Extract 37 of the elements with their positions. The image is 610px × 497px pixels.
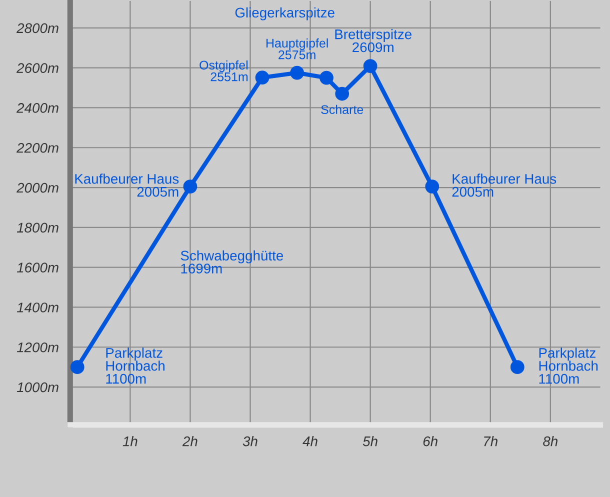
x-tick-label: 3h: [242, 436, 258, 446]
annotation: Kaufbeurer Haus 2005m: [75, 174, 179, 197]
annotation: Bretterspitze 2609m: [335, 29, 412, 52]
annotation: Ostgipfel 2551m: [200, 60, 248, 82]
x-tick-label: 8h: [543, 436, 558, 446]
y-tick-label: 1600m: [16, 262, 58, 272]
x-tick-label: 4h: [302, 436, 318, 446]
y-tick-label: 2800m: [16, 23, 58, 34]
annotation: Parkplatz Hornbach 1100m: [539, 348, 598, 384]
point: [290, 66, 304, 80]
annotation: Schwabegghütte 1699m: [180, 250, 284, 274]
y-tick-label: 2200m: [16, 142, 58, 153]
x-tick-label: 2h: [182, 436, 198, 446]
annotation: Kaufbeurer Haus 2005m: [452, 174, 556, 197]
point: [335, 86, 350, 101]
y-tick-label: 1000m: [16, 382, 58, 392]
point: [425, 180, 440, 194]
y-tick-label: 1200m: [16, 342, 58, 352]
point: [363, 59, 378, 73]
y-tick-label: 1800m: [16, 222, 58, 233]
point: [183, 180, 198, 194]
point: [510, 360, 524, 374]
x-tick-label: 5h: [362, 436, 378, 446]
x-tick-label: 7h: [484, 436, 498, 446]
y-tick-label: 2000m: [16, 182, 58, 193]
point: [255, 70, 270, 85]
annotation: Hauptgipfel 2575m: [266, 38, 328, 60]
point: [320, 70, 334, 85]
y-tick-label: 2600m: [16, 63, 58, 73]
annotation: Gliegerkarspitze: [235, 7, 334, 20]
annotation: Scharte: [321, 104, 364, 114]
x-tick-label: 1h: [122, 436, 138, 446]
annotation: Parkplatz Hornbach 1100m: [106, 348, 164, 384]
y-tick-label: 2400m: [16, 103, 58, 113]
x-tick-label: 6h: [423, 436, 438, 446]
point: [70, 360, 84, 374]
y-tick-label: 1400m: [16, 302, 58, 312]
